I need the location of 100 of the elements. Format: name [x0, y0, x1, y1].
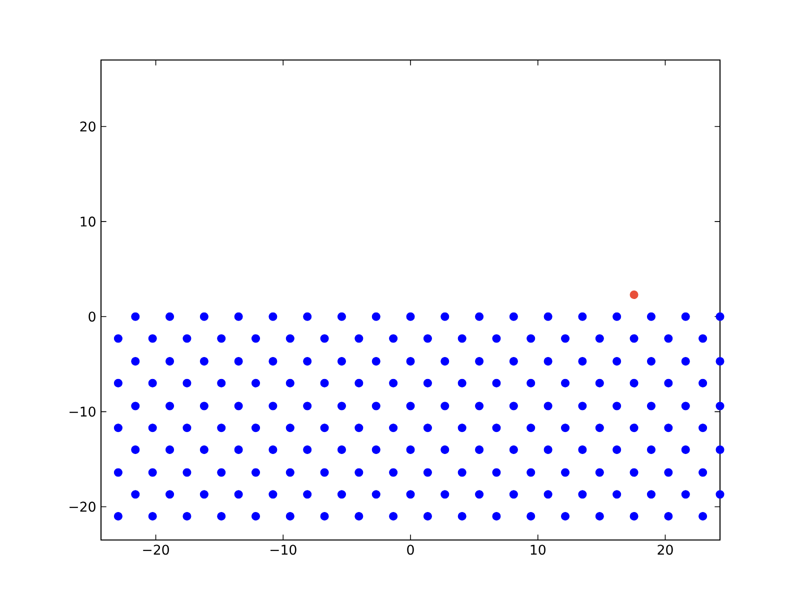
point	[166, 357, 174, 366]
point	[114, 468, 122, 477]
point	[716, 312, 724, 321]
point	[114, 512, 122, 521]
point	[354, 424, 364, 432]
point	[337, 312, 346, 321]
point	[492, 378, 501, 388]
point	[320, 512, 329, 521]
point	[544, 312, 552, 321]
point	[458, 378, 466, 388]
point	[646, 357, 656, 366]
point	[423, 512, 432, 521]
point	[337, 490, 346, 499]
point	[509, 312, 518, 321]
point	[458, 334, 466, 343]
point	[200, 445, 208, 454]
point	[646, 445, 656, 454]
point	[251, 512, 260, 521]
point	[664, 334, 673, 343]
point	[217, 512, 226, 521]
point	[166, 312, 174, 321]
point	[578, 357, 587, 366]
point	[595, 424, 604, 432]
y-tick-label: −20	[70, 502, 96, 512]
point	[560, 378, 570, 388]
point	[217, 334, 226, 343]
point	[646, 402, 656, 410]
point	[372, 357, 380, 366]
point	[492, 512, 501, 521]
point	[509, 490, 518, 499]
point	[509, 402, 518, 410]
point	[630, 512, 638, 521]
point	[303, 490, 312, 499]
x-tick-label: −20	[143, 544, 169, 555]
x-tick-label: 20	[658, 544, 673, 555]
point	[354, 334, 364, 343]
point	[560, 424, 570, 432]
point	[560, 334, 570, 343]
point	[131, 357, 140, 366]
point	[544, 445, 552, 454]
point	[509, 357, 518, 366]
point	[681, 445, 690, 454]
point	[354, 512, 364, 521]
point	[630, 424, 638, 432]
y-tick-label: 10	[80, 216, 96, 227]
point	[148, 512, 157, 521]
point	[492, 468, 501, 477]
point	[286, 378, 294, 388]
point	[475, 402, 484, 410]
x-tick-label: 0	[407, 544, 414, 555]
point	[526, 468, 536, 477]
point	[406, 445, 415, 454]
point	[182, 512, 192, 521]
point	[440, 357, 450, 366]
point	[389, 378, 398, 388]
point	[234, 402, 243, 410]
point	[251, 378, 260, 388]
point	[268, 445, 278, 454]
point	[492, 334, 501, 343]
y-tick-label: −10	[70, 406, 96, 417]
point	[612, 312, 622, 321]
point	[423, 334, 432, 343]
point	[544, 402, 552, 410]
point	[217, 424, 226, 432]
point	[544, 490, 552, 499]
point	[630, 290, 638, 300]
point	[595, 512, 604, 521]
point	[681, 357, 690, 366]
point	[664, 378, 673, 388]
point	[251, 468, 260, 477]
point	[560, 468, 570, 477]
point	[268, 490, 278, 499]
point	[131, 490, 140, 499]
point	[681, 402, 690, 410]
point	[681, 490, 690, 499]
point	[372, 312, 380, 321]
point	[166, 402, 174, 410]
point	[612, 445, 622, 454]
point	[182, 424, 192, 432]
point	[303, 402, 312, 410]
point	[595, 334, 604, 343]
point	[578, 402, 587, 410]
point	[286, 512, 294, 521]
point	[544, 357, 552, 366]
point	[131, 312, 140, 321]
point	[234, 445, 243, 454]
point	[372, 402, 380, 410]
point	[148, 378, 157, 388]
point	[286, 424, 294, 432]
point	[423, 468, 432, 477]
point	[509, 445, 518, 454]
point	[354, 378, 364, 388]
point	[337, 402, 346, 410]
point	[475, 445, 484, 454]
point	[114, 424, 122, 432]
point	[646, 490, 656, 499]
point	[612, 490, 622, 499]
point	[716, 445, 724, 454]
point	[423, 424, 432, 432]
point	[458, 424, 466, 432]
